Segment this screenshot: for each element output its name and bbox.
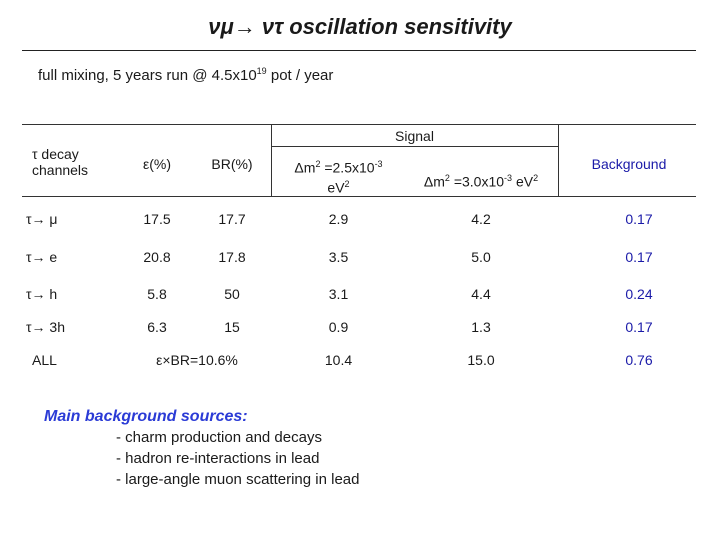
- row-3-signal-2: 4.4: [471, 286, 491, 302]
- dm1-prefix: Δm: [294, 159, 316, 176]
- row-3-channel: τ→ h: [26, 286, 58, 302]
- total-channel: ALL: [32, 352, 57, 368]
- row-4-br: 15: [224, 319, 240, 335]
- row-2-channel: τ→ e: [26, 249, 58, 265]
- row-4-eff: 6.3: [147, 319, 167, 335]
- dm2-exp: -3: [504, 173, 513, 183]
- notes-item: - large-angle muon scattering in lead: [116, 471, 360, 488]
- row-1-signal-1: 2.9: [328, 211, 349, 227]
- header-decay-channels: τ decay channels: [32, 146, 89, 178]
- dm2-unit: eV: [512, 173, 534, 190]
- dm2-mid: =3.0x10: [449, 173, 505, 190]
- dm2-unit-sq: 2: [533, 173, 539, 183]
- header-signal: Signal: [395, 128, 434, 144]
- page-title: νμ→ ντ oscillation sensitivity: [208, 14, 512, 39]
- notes-item: - charm production and decays: [116, 429, 322, 446]
- total-background: 0.76: [625, 352, 653, 368]
- notes-heading: Main background sources:: [44, 408, 248, 425]
- row-2-signal-2: 5.0: [471, 249, 491, 265]
- row-3-eff: 5.8: [147, 286, 167, 302]
- row-1-background: 0.17: [625, 211, 653, 227]
- header-efficiency: ε(%): [142, 156, 171, 172]
- total-signal-2: 15.0: [467, 352, 495, 368]
- signal-right-border: [558, 124, 559, 196]
- dm1-mid: =2.5x10: [320, 159, 375, 176]
- subtitle-prefix: full mixing, 5 years run @ 4.5x10: [38, 67, 257, 84]
- header-signal-dm-3-0: Δm2 =3.0x10-3 eV2: [404, 170, 558, 190]
- dm1-sq: 2: [315, 159, 321, 169]
- header-background: Background: [591, 156, 667, 172]
- dm1-exp: -3: [374, 159, 383, 169]
- row-1-br: 17.7: [218, 211, 246, 227]
- table-top-border: [22, 124, 696, 125]
- row-4-signal-1: 0.9: [328, 319, 349, 335]
- title-divider: [22, 50, 696, 51]
- subtitle: full mixing, 5 years run @ 4.5x1019 pot …: [38, 66, 333, 84]
- background-notes: Main background sources: - charm product…: [44, 406, 359, 490]
- row-2-signal-1: 3.5: [328, 249, 349, 265]
- row-1-eff: 17.5: [143, 211, 171, 227]
- signal-header-border: [271, 146, 558, 147]
- sensitivity-table: τ decay channels ε(%) BR(%) Signal Δm2 =…: [22, 124, 696, 376]
- row-4-channel: τ→ 3h: [26, 319, 65, 335]
- header-signal-dm-2-5: Δm2 =2.5x10-3 eV2: [276, 156, 401, 195]
- signal-left-border: [271, 124, 272, 196]
- row-4-background: 0.17: [625, 319, 653, 335]
- dm2-prefix: Δm: [423, 173, 445, 190]
- header-bottom-border: [22, 196, 696, 197]
- subtitle-exponent: 19: [256, 66, 267, 76]
- row-1-channel: τ→ μ: [26, 211, 58, 227]
- row-2-background: 0.17: [625, 249, 653, 265]
- row-1-signal-2: 4.2: [471, 211, 491, 227]
- dm1-unit-sq: 2: [344, 178, 350, 189]
- dm1-unit: eV: [327, 179, 345, 196]
- row-2-eff: 20.8: [143, 249, 171, 265]
- total-eff-br: ε×BR=10.6%: [156, 352, 238, 368]
- row-4-signal-2: 1.3: [471, 319, 491, 335]
- row-2-br: 17.8: [218, 249, 246, 265]
- header-br: BR(%): [211, 156, 253, 172]
- subtitle-suffix: pot / year: [266, 67, 334, 84]
- notes-item: - hadron re-interactions in lead: [116, 450, 320, 467]
- dm2-sq: 2: [444, 173, 450, 183]
- row-3-background: 0.24: [625, 286, 653, 302]
- row-3-br: 50: [224, 286, 240, 302]
- total-signal-1: 10.4: [324, 352, 353, 368]
- row-3-signal-1: 3.1: [328, 286, 349, 302]
